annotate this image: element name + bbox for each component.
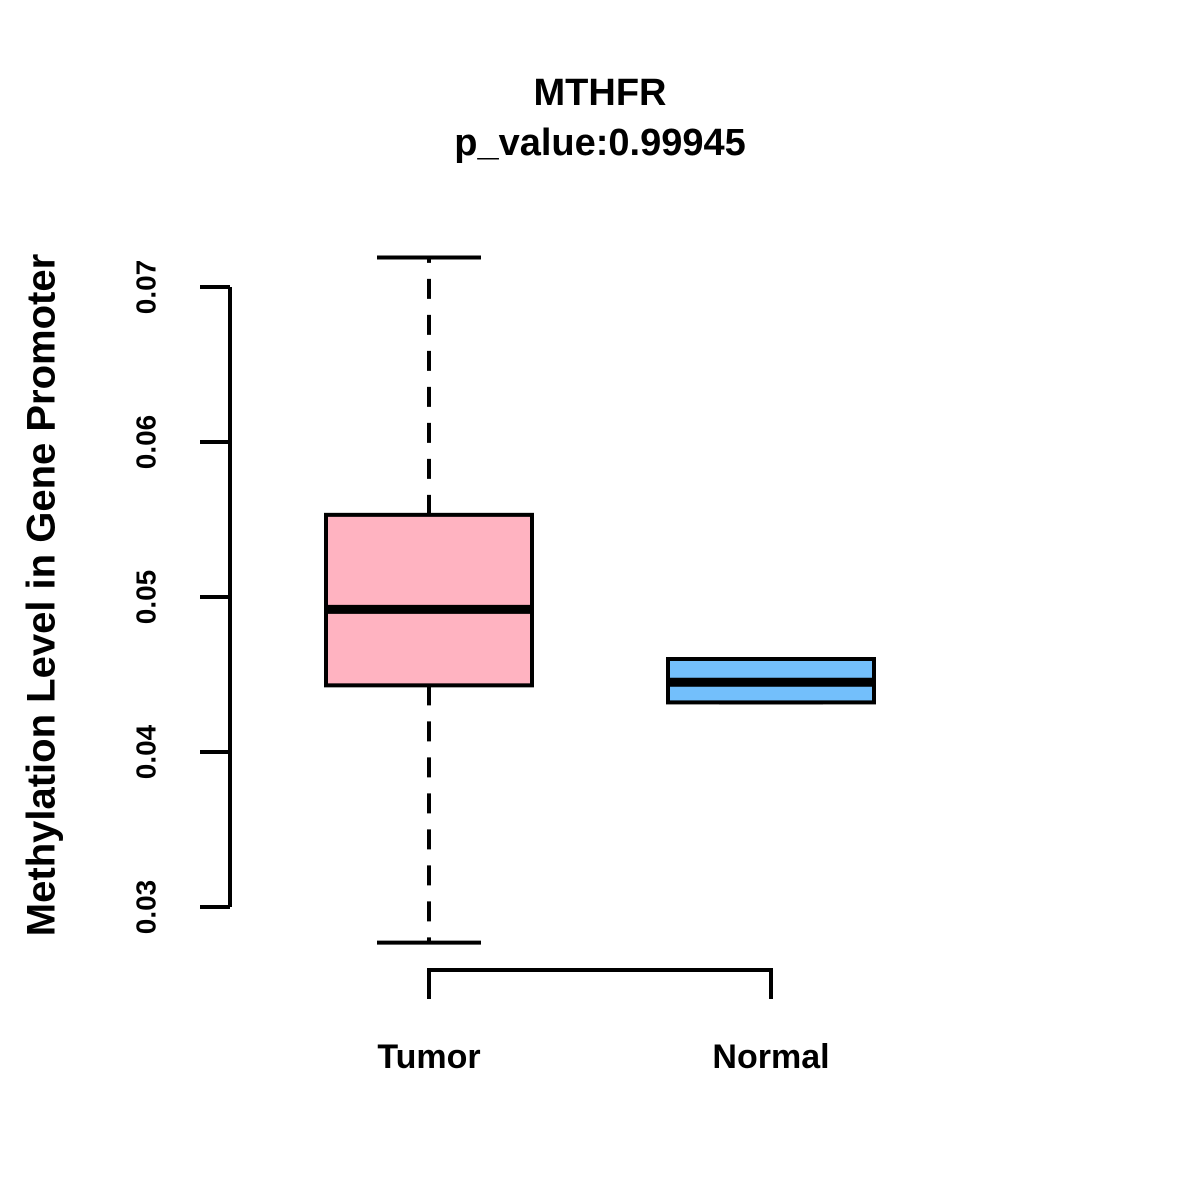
chart-title-pvalue: p_value:0.99945 — [454, 122, 746, 164]
chart-title: MTHFR p_value:0.99945 — [0, 68, 1200, 168]
x-axis-bracket — [427, 968, 773, 999]
x-category-label-tumor: Tumor — [377, 1038, 481, 1076]
box-tumor — [324, 512, 534, 688]
chart-title-gene: MTHFR — [533, 72, 667, 114]
y-axis-tick-label: 0.07 — [130, 260, 161, 315]
y-axis-tick-label: 0.03 — [130, 880, 161, 935]
y-axis-tick-label: 0.06 — [130, 415, 161, 470]
y-axis-tick-label: 0.04 — [130, 724, 161, 779]
y-axis-tick-label: 0.05 — [130, 570, 161, 625]
x-category-label-normal: Normal — [712, 1038, 830, 1076]
